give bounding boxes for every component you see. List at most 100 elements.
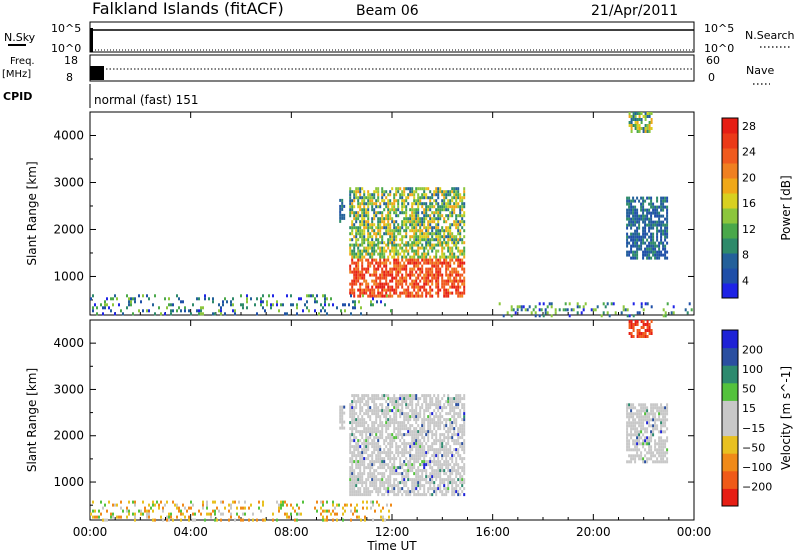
data-cell [367, 478, 370, 482]
data-cell [405, 187, 408, 191]
data-cell [459, 294, 462, 298]
data-cell [427, 208, 430, 212]
data-cell [413, 427, 416, 431]
data-cell [439, 267, 442, 271]
data-cell [339, 408, 342, 412]
data-cell [385, 427, 388, 431]
data-cell [419, 187, 422, 191]
data-cell [278, 503, 280, 507]
data-cell [363, 418, 366, 422]
data-cell [367, 409, 370, 413]
data-cell [461, 220, 464, 224]
data-cell [644, 335, 647, 338]
data-cell [407, 427, 410, 431]
data-cell [642, 241, 645, 245]
data-cell [642, 202, 645, 206]
data-cell [397, 424, 400, 428]
data-cell [654, 220, 657, 224]
data-cell [363, 481, 366, 485]
data-cell [411, 241, 414, 245]
data-cell [457, 279, 460, 283]
data-cell [246, 300, 248, 304]
data-cell [415, 190, 418, 194]
data-cell [457, 415, 460, 419]
data-cell [365, 282, 368, 286]
data-cell [642, 217, 645, 221]
data-cell [640, 430, 643, 434]
data-cell [365, 252, 368, 256]
data-cell [443, 205, 446, 209]
data-cell [431, 436, 434, 440]
data-cell [407, 460, 410, 464]
data-cell [451, 205, 454, 209]
data-cell [393, 196, 396, 200]
data-cell [355, 217, 358, 221]
data-cell [381, 421, 384, 425]
data-cell [355, 403, 358, 407]
data-cell [435, 412, 438, 416]
data-cell [401, 436, 404, 440]
data-cell [411, 415, 414, 419]
data-cell [626, 409, 629, 413]
data-cell [435, 460, 438, 464]
data-cell [632, 220, 635, 224]
data-cell [397, 451, 400, 455]
data-cell [391, 442, 394, 446]
data-cell [463, 481, 466, 485]
data-cell [441, 469, 444, 473]
data-cell [391, 205, 394, 209]
data-cell [417, 285, 420, 289]
data-cell [367, 235, 370, 239]
data-cell [212, 312, 214, 316]
data-cell [373, 442, 376, 446]
data-cell [363, 214, 366, 218]
data-cell [391, 433, 394, 437]
data-cell [626, 232, 629, 236]
data-cell [357, 424, 360, 428]
data-cell [463, 261, 466, 265]
data-cell [630, 208, 633, 212]
data-cell [393, 403, 396, 407]
data-cell [510, 305, 513, 309]
data-cell [644, 208, 647, 212]
data-cell [453, 193, 456, 197]
data-cell [429, 208, 432, 212]
data-cell [355, 190, 358, 194]
data-cell [628, 241, 631, 245]
data-cell [385, 481, 388, 485]
data-cell [375, 478, 378, 482]
data-cell [435, 217, 438, 221]
data-cell [445, 412, 448, 416]
data-cell [630, 202, 633, 206]
data-cell [427, 406, 430, 410]
data-cell [381, 460, 384, 464]
data-cell [300, 512, 302, 516]
data-cell [371, 472, 374, 476]
data-cell [134, 297, 136, 301]
data-cell [236, 512, 238, 516]
data-cell [457, 220, 460, 224]
data-cell [389, 273, 392, 277]
data-cell [194, 518, 196, 522]
data-cell [100, 500, 102, 504]
data-cell [220, 309, 222, 313]
data-cell [401, 291, 404, 295]
data-cell [433, 403, 436, 407]
data-cell [369, 261, 372, 265]
data-cell [666, 418, 669, 422]
data-cell [363, 249, 366, 253]
data-cell [421, 196, 424, 200]
data-cell [357, 421, 360, 425]
data-cell [411, 394, 414, 398]
colorbar-tick-label: −50 [742, 441, 765, 454]
data-cell [654, 445, 657, 449]
data-cell [632, 250, 635, 254]
data-cell [441, 454, 444, 458]
data-cell [214, 500, 216, 504]
data-cell [425, 270, 428, 274]
data-cell [628, 217, 631, 221]
data-cell [636, 244, 639, 248]
data-cell [437, 196, 440, 200]
data-cell [636, 320, 639, 323]
data-cell [644, 127, 647, 130]
